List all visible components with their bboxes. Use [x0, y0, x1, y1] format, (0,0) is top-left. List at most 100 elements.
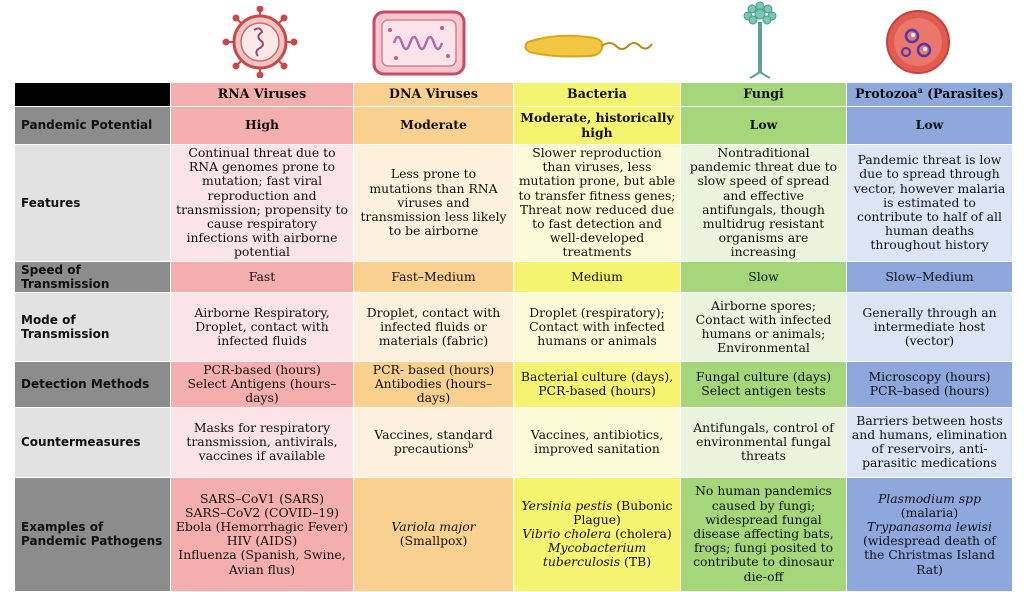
line: Microscopy (hours): [868, 369, 991, 385]
bacteria-icon: [524, 34, 653, 58]
species: Mycobacterium tuberculosis: [542, 540, 647, 570]
cell-fungi: Low: [680, 106, 847, 145]
line: Fungal culture (days): [695, 369, 832, 385]
col-header-bacteria: Bacteria: [513, 82, 681, 107]
row-label: Pandemic Potential: [14, 106, 171, 145]
dna-virus-icon: [372, 10, 466, 76]
fungi-icon: [743, 1, 777, 79]
cell-fungi: Nontraditional pandemic threat due to sl…: [680, 144, 847, 262]
row-label: Detection Methods: [14, 361, 171, 408]
footnote-mark: b: [468, 441, 474, 451]
row-countermeasures: Countermeasures Masks for respiratory tr…: [14, 406, 1013, 478]
disease: (cholera): [611, 526, 672, 542]
cell-bacteria: Vaccines, antibiotics, improved sanitati…: [513, 406, 681, 478]
disease: (malaria): [900, 504, 959, 520]
cell-dna: Variola major (Smallpox): [353, 476, 514, 592]
disease: (TB): [620, 554, 652, 570]
row-detection: Detection Methods PCR-based (hours) Selec…: [14, 361, 1013, 408]
cell-rna: Fast: [170, 260, 354, 294]
cell-bacteria: Slower reproduction than viruses, less m…: [513, 144, 681, 262]
col-header-protozoa: Protozoaa (Parasites): [846, 82, 1013, 107]
cell-rna: Continual threat due to RNA genomes pron…: [170, 144, 354, 262]
line: Vibrio cholera (cholera): [518, 526, 676, 542]
species: Trypanasoma lewisi: [867, 518, 992, 534]
cell-fungi: No human pandemics caused by fungi; wide…: [680, 476, 847, 592]
header-illustrations: [0, 0, 1024, 82]
cell-rna: Airborne Respiratory, Droplet, contact w…: [170, 292, 354, 363]
line: SARS–CoV2 (COVID–19): [185, 504, 339, 520]
cell-protozoa: Microscopy (hours) PCR–based (hours): [846, 361, 1013, 408]
row-label: Features: [14, 144, 171, 262]
corner-cell: [14, 82, 171, 107]
cell-bacteria: Bacterial culture (days), PCR-based (hour…: [513, 361, 681, 408]
disease: (widespread death of the Christmas Islan…: [862, 533, 997, 577]
cell-rna: PCR-based (hours) Select Antigens (hours–…: [170, 361, 354, 408]
col-header-rna-viruses: RNA Viruses: [170, 82, 354, 107]
line: PCR–based (hours): [869, 383, 990, 399]
cell-dna: Droplet, contact with infected fluids or…: [353, 292, 514, 363]
cell-dna: Vaccines, standard precautionsb: [353, 406, 514, 478]
line: HIV (AIDS): [226, 533, 298, 549]
row-features: Features Continual threat due to RNA gen…: [14, 144, 1013, 262]
cell-protozoa: Barriers between hosts and humans, elimi…: [846, 406, 1013, 478]
line: PCR-based (hours): [203, 362, 321, 378]
cell-dna: PCR- based (hours) Antibodies (hours–days…: [353, 361, 514, 408]
line: Mycobacterium tuberculosis (TB): [518, 540, 676, 570]
row-examples: Examples of Pandemic Pathogens SARS–CoV1…: [14, 476, 1013, 592]
species: Variola major: [391, 518, 476, 534]
cell-fungi: Antifungals, control of environmental fu…: [680, 406, 847, 478]
disease: (Smallpox): [399, 533, 468, 549]
line: Trypanasoma lewisi (widespread death of …: [851, 518, 1008, 577]
header-row: RNA Viruses DNA Viruses Bacteria Fungi P…: [14, 82, 1013, 107]
protozoa-title-tail: (Parasites): [922, 86, 1004, 102]
species: Vibrio cholera: [522, 526, 612, 542]
pathogen-comparison-table: RNA Viruses DNA Viruses Bacteria Fungi P…: [14, 82, 1013, 592]
cell-protozoa: Pandemic threat is low due to spread thr…: [846, 144, 1013, 262]
row-pandemic-potential: Pandemic Potential High Moderate Moderat…: [14, 106, 1013, 145]
cell-rna: SARS–CoV1 (SARS) SARS–CoV2 (COVID–19) Eb…: [170, 476, 354, 592]
cell-protozoa: Generally through an intermediate host (…: [846, 292, 1013, 363]
cell-fungi: Airborne spores; Contact with infected h…: [680, 292, 847, 363]
row-mode: Mode of Transmission Airborne Respirator…: [14, 292, 1013, 363]
cell-bacteria: Droplet (respiratory); Contact with infe…: [513, 292, 681, 363]
line: Select Antigens (hours–days): [187, 376, 337, 406]
line: Bacterial culture (days),: [520, 369, 674, 385]
cell-bacteria: Yersinia pestis (Bubonic Plague) Vibrio …: [513, 476, 681, 592]
species: Plasmodium spp: [877, 490, 982, 506]
cell-dna: Less prone to mutations than RNA viruses…: [353, 144, 514, 262]
cell-protozoa: Plasmodium spp (malaria) Trypanasoma lew…: [846, 476, 1013, 592]
protozoa-footnote-mark: a: [917, 85, 923, 96]
cell-fungi: Slow: [680, 260, 847, 294]
protozoa-title: Protozoa: [855, 86, 918, 102]
disease: (Bubonic Plague): [573, 497, 673, 527]
cell-dna: Fast–Medium: [353, 260, 514, 294]
col-header-dna-viruses: DNA Viruses: [353, 82, 514, 107]
cell-dna: Moderate: [353, 106, 514, 145]
line: PCR- based (hours): [372, 362, 495, 378]
line: PCR-based (hours): [538, 383, 656, 399]
cell-rna: Masks for respiratory transmission, anti…: [170, 406, 354, 478]
line: Yersinia pestis (Bubonic Plague): [518, 497, 676, 527]
line: SARS–CoV1 (SARS): [199, 490, 325, 506]
line: Select antigen tests: [701, 383, 826, 399]
line: Ebola (Hemorrhagic Fever): [175, 518, 349, 534]
cell-bacteria: Medium: [513, 260, 681, 294]
cell-protozoa: Low: [846, 106, 1013, 145]
cell-bacteria: Moderate, historically high: [513, 106, 681, 145]
line: Plasmodium spp (malaria): [851, 490, 1008, 520]
col-header-fungi: Fungi: [680, 82, 847, 107]
cell-rna: High: [170, 106, 354, 145]
rna-virus-icon: [222, 6, 298, 78]
line: Antibodies (hours–days): [374, 376, 493, 406]
row-label: Examples of Pandemic Pathogens: [14, 476, 171, 592]
row-label: Countermeasures: [14, 406, 171, 478]
cell-protozoa: Slow–Medium: [846, 260, 1013, 294]
cell-fungi: Fungal culture (days) Select antigen test…: [680, 361, 847, 408]
protozoa-icon: [886, 10, 950, 74]
species: Yersinia pestis: [521, 497, 613, 513]
row-label: Speed of Transmission: [14, 260, 171, 294]
line: Influenza (Spanish, Swine, Avian flus): [178, 547, 346, 577]
row-label: Mode of Transmission: [14, 292, 171, 363]
text: Vaccines, standard precautions: [374, 426, 493, 457]
row-speed: Speed of Transmission Fast Fast–Medium M…: [14, 260, 1013, 294]
